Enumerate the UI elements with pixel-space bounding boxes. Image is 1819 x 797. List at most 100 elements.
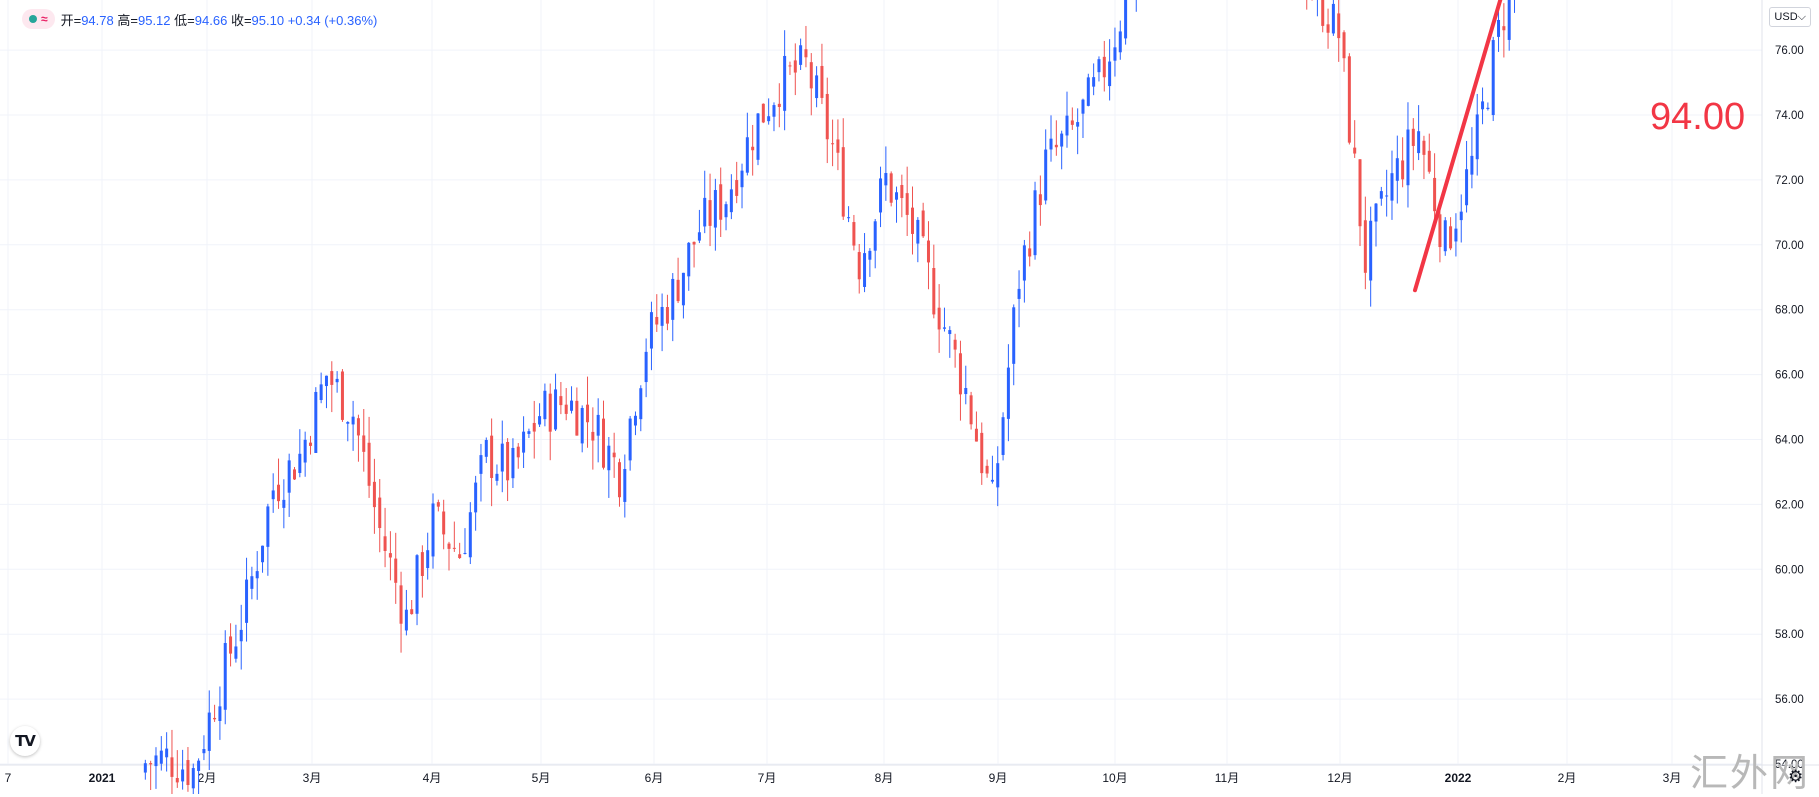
candle-body: [410, 609, 414, 615]
candle-body: [181, 769, 185, 782]
candle-body: [1422, 140, 1426, 155]
high-label: 高: [117, 12, 131, 28]
candle-body: [1001, 417, 1005, 455]
candle-body: [1070, 120, 1074, 125]
candle-body: [378, 497, 382, 529]
candle-body: [367, 442, 371, 486]
candle-body: [1113, 47, 1117, 61]
candle-body: [719, 184, 723, 220]
candle-body: [436, 502, 440, 507]
candle-body: [873, 221, 877, 251]
candle-body: [1459, 211, 1463, 221]
candle-body: [1406, 129, 1410, 186]
candle-body: [1465, 169, 1469, 206]
candle-body: [617, 462, 621, 498]
candles: [143, 0, 1516, 794]
candle-body: [1017, 288, 1021, 299]
candle-body: [942, 327, 946, 329]
candle-body: [1337, 13, 1341, 39]
candle-body: [591, 431, 595, 441]
candle-body: [644, 351, 648, 383]
candle-body: [783, 55, 787, 111]
candle-body: [324, 375, 328, 387]
symbol-pill[interactable]: ≈: [22, 9, 55, 29]
candle-body: [681, 272, 685, 306]
candle-body: [1433, 177, 1437, 212]
candle-body: [953, 339, 957, 350]
candle-body: [671, 278, 675, 320]
candle-body: [234, 646, 238, 659]
candle-body: [1486, 107, 1490, 109]
time-tick-label: 9月: [989, 771, 1008, 785]
candle-body: [415, 555, 419, 614]
time-tick-label: 7: [5, 771, 12, 785]
candle-body: [1502, 26, 1506, 31]
candle-body: [1395, 158, 1399, 181]
candle-body: [1331, 3, 1335, 34]
candle-body: [692, 241, 696, 245]
candle-body: [836, 139, 840, 153]
candle-body: [351, 416, 355, 425]
time-tick-label: 6月: [645, 771, 664, 785]
candle-body: [1006, 367, 1010, 419]
candle-body: [756, 113, 760, 160]
candle-body: [383, 536, 387, 551]
candle-body: [879, 178, 883, 213]
candle-body: [847, 217, 851, 219]
candle-body: [303, 439, 307, 463]
price-tick-label: 62.00: [1775, 499, 1804, 511]
open-label: 开: [60, 12, 74, 28]
candle-body: [804, 49, 808, 58]
candle-body: [431, 503, 435, 557]
time-tick-label: 2月: [198, 771, 217, 785]
candle-body: [612, 452, 616, 458]
candle-body: [1076, 122, 1080, 127]
grid-lines: [0, 0, 1762, 765]
candle-body: [1481, 101, 1485, 110]
candle-body: [921, 210, 925, 237]
tradingview-logo[interactable]: TV: [10, 726, 40, 756]
candle-body: [372, 481, 376, 508]
time-tick-label: 7月: [758, 771, 777, 785]
candle-body: [740, 170, 744, 188]
price-tick-label: 66.00: [1775, 370, 1804, 382]
candle-body: [308, 442, 312, 446]
candle-body: [191, 768, 195, 789]
candle-body: [564, 404, 568, 414]
watermark-text: 汇外网: [1690, 751, 1811, 795]
candle-body: [447, 543, 451, 549]
price-tick-label: 72.00: [1775, 175, 1804, 187]
currency-selector[interactable]: USD ⌵: [1769, 7, 1811, 27]
candle-body: [793, 60, 797, 73]
price-tick-label: 60.00: [1775, 564, 1804, 576]
candle-body: [660, 306, 664, 326]
candle-body: [980, 432, 984, 474]
candle-body: [809, 62, 813, 89]
candle-body: [895, 192, 899, 200]
candle-body: [857, 252, 861, 280]
trend-line: [1413, 0, 1503, 293]
time-tick-label: 2月: [1558, 771, 1577, 785]
candle-body: [516, 446, 520, 458]
candle-body: [223, 643, 227, 710]
candle-body: [500, 443, 504, 472]
candle-body: [245, 579, 249, 623]
candle-body: [239, 629, 243, 642]
candle-body: [186, 760, 190, 786]
candle-body: [990, 479, 994, 482]
candle-body: [628, 418, 632, 461]
candle-body: [932, 268, 936, 315]
candle-body: [985, 465, 989, 474]
candle-body: [1353, 147, 1357, 154]
candle-body: [202, 749, 206, 754]
candle-body: [863, 253, 867, 287]
candle-body: [1358, 159, 1362, 227]
gear-icon[interactable]: ⚙: [1788, 767, 1804, 786]
candle-body: [261, 545, 265, 563]
price-tick-label: 68.00: [1775, 305, 1804, 317]
candle-body: [490, 435, 494, 478]
chevron-down-icon: ⌵: [1797, 10, 1806, 23]
candle-body: [1081, 99, 1085, 114]
candle-body: [298, 453, 302, 473]
